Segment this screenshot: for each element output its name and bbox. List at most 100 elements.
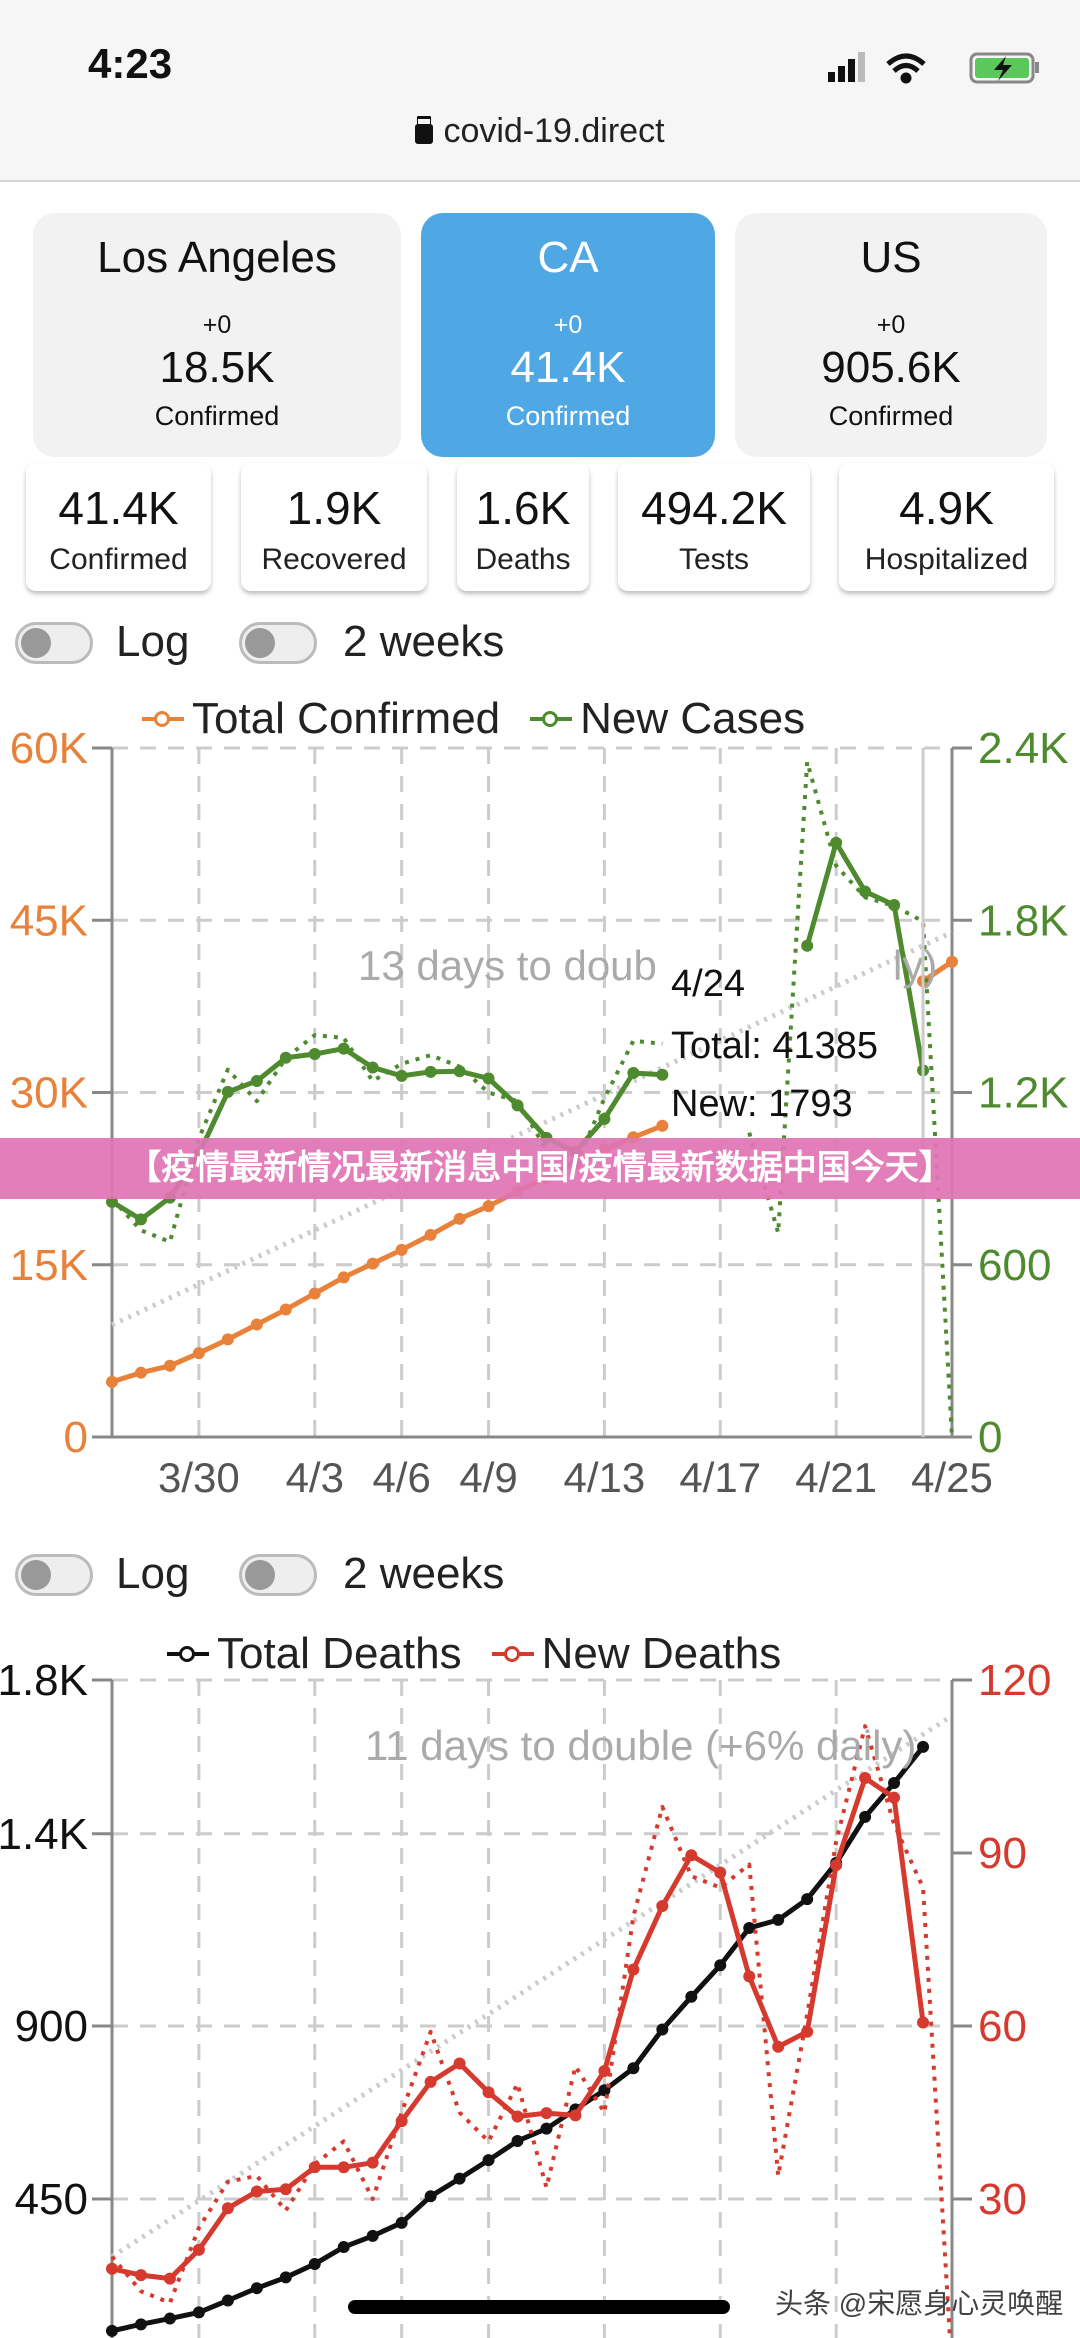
data-point bbox=[250, 2185, 263, 2198]
trend-label-tail: ly) bbox=[893, 942, 937, 989]
data-point bbox=[801, 1893, 814, 1906]
x-tick-label: 4/3 bbox=[286, 1454, 344, 1501]
data-point bbox=[569, 2109, 582, 2122]
data-point bbox=[134, 1366, 147, 1379]
x-tick-label: 4/21 bbox=[795, 1454, 877, 1501]
data-point bbox=[830, 1859, 843, 1872]
data-point bbox=[772, 2040, 785, 2053]
data-point bbox=[279, 2271, 292, 2284]
data-point bbox=[453, 2172, 466, 2185]
data-point bbox=[366, 2229, 379, 2242]
region-label: Confirmed bbox=[154, 401, 280, 431]
two-weeks-toggle-2[interactable] bbox=[239, 1554, 317, 1596]
legend-new-deaths[interactable]: New Deaths bbox=[541, 1629, 782, 1678]
stat-value: 41.4K bbox=[58, 482, 179, 534]
overlay-banner: 【疫情最新情况最新消息中国/疫情最新数据中国今天】 bbox=[0, 1138, 1080, 1199]
data-point bbox=[540, 2122, 553, 2135]
home-indicator[interactable] bbox=[348, 2300, 730, 2314]
doubling-trend-line bbox=[110, 929, 954, 1328]
data-point bbox=[192, 2243, 205, 2256]
data-point bbox=[627, 1963, 640, 1976]
data-point bbox=[279, 1303, 292, 1316]
data-point bbox=[627, 2062, 640, 2075]
region-name: US bbox=[860, 233, 922, 282]
log-toggle-2[interactable] bbox=[15, 1554, 93, 1596]
data-point bbox=[743, 1970, 756, 1983]
series-line-new-deaths-daily- bbox=[110, 1724, 952, 2338]
legend-marker-icon bbox=[491, 1644, 534, 1664]
stat-label: Tests bbox=[678, 543, 750, 576]
y-left-tick-label: 1.8K bbox=[0, 1656, 88, 1705]
region-card-1[interactable]: CA +0 41.4K Confirmed bbox=[421, 213, 715, 457]
legend-new-cases[interactable]: New Cases bbox=[580, 694, 806, 743]
wifi-icon bbox=[886, 53, 926, 84]
x-tick-label: 4/13 bbox=[564, 1454, 646, 1501]
data-point bbox=[106, 1375, 118, 1388]
series-line-new-cases-daily- bbox=[747, 759, 954, 1438]
data-point bbox=[888, 1777, 901, 1790]
data-point bbox=[308, 1287, 321, 1300]
x-tick-label: 4/9 bbox=[459, 1454, 517, 1501]
data-point bbox=[772, 1913, 785, 1926]
log-toggle[interactable] bbox=[15, 622, 93, 664]
data-point bbox=[337, 1042, 350, 1055]
data-point bbox=[192, 1347, 205, 1360]
region-value: 41.4K bbox=[510, 343, 626, 392]
x-tick-label: 3/30 bbox=[158, 1454, 240, 1501]
data-point bbox=[453, 2057, 466, 2070]
data-point bbox=[482, 1200, 495, 1213]
data-point bbox=[366, 1061, 379, 1074]
region-value: 18.5K bbox=[159, 343, 275, 392]
y-right-tick-label: 60 bbox=[978, 2002, 1027, 2051]
data-point bbox=[685, 1990, 698, 2003]
y-right-tick-label: 90 bbox=[978, 1829, 1027, 1878]
region-card-2[interactable]: US +0 905.6K Confirmed bbox=[735, 213, 1047, 457]
data-point bbox=[395, 1243, 408, 1256]
tooltip-new: New: 1793 bbox=[671, 1083, 853, 1125]
x-tick-label: 4/6 bbox=[372, 1454, 430, 1501]
data-point bbox=[366, 1257, 379, 1270]
data-point bbox=[250, 1075, 263, 1088]
data-point bbox=[250, 2282, 263, 2295]
stat-label: Confirmed bbox=[49, 543, 188, 576]
data-point bbox=[134, 2269, 147, 2282]
legend-total-deaths[interactable]: Total Deaths bbox=[217, 1629, 462, 1678]
data-point bbox=[337, 1271, 350, 1284]
two-weeks-label-2: 2 weeks bbox=[343, 1549, 505, 1598]
data-point bbox=[946, 955, 958, 968]
stat-card-confirmed[interactable]: 41.4K Confirmed bbox=[26, 463, 211, 591]
legend-marker-icon bbox=[530, 709, 573, 729]
data-point bbox=[106, 2262, 118, 2275]
stat-label: Deaths bbox=[475, 543, 571, 576]
data-point bbox=[134, 2318, 147, 2331]
data-point bbox=[743, 1921, 756, 1934]
stat-card-deaths[interactable]: 1.6K Deaths bbox=[457, 463, 589, 591]
y-left-tick-label: 900 bbox=[15, 2002, 88, 2051]
address-bar[interactable]: covid-19.direct bbox=[0, 112, 1080, 151]
two-weeks-toggle[interactable] bbox=[239, 622, 317, 664]
stat-card-recovered[interactable]: 1.9K Recovered bbox=[241, 463, 427, 591]
data-point bbox=[656, 1119, 669, 1132]
log-label-2: Log bbox=[116, 1549, 190, 1598]
data-point bbox=[859, 1810, 872, 1823]
data-point bbox=[424, 2075, 437, 2088]
data-point bbox=[424, 2190, 437, 2203]
data-point bbox=[221, 2294, 234, 2307]
legend-total-confirmed[interactable]: Total Confirmed bbox=[192, 694, 501, 743]
data-point bbox=[395, 2216, 408, 2229]
status-icons bbox=[828, 52, 1039, 84]
data-point bbox=[453, 1212, 466, 1225]
y-right-tick-label: 600 bbox=[978, 1241, 1051, 1290]
data-point bbox=[598, 2064, 611, 2077]
data-point bbox=[627, 1066, 640, 1079]
region-label: Confirmed bbox=[505, 401, 631, 431]
stat-card-tests[interactable]: 494.2K Tests bbox=[618, 463, 810, 591]
y-left-tick-label: 30K bbox=[10, 1069, 88, 1118]
region-value: 905.6K bbox=[821, 343, 961, 392]
region-card-0[interactable]: Los Angeles +0 18.5K Confirmed bbox=[33, 213, 401, 457]
data-point bbox=[656, 1900, 669, 1913]
data-point bbox=[163, 1359, 176, 1372]
data-point bbox=[714, 1959, 727, 1972]
stat-card-hospitalized[interactable]: 4.9K Hospitalized bbox=[839, 463, 1054, 591]
